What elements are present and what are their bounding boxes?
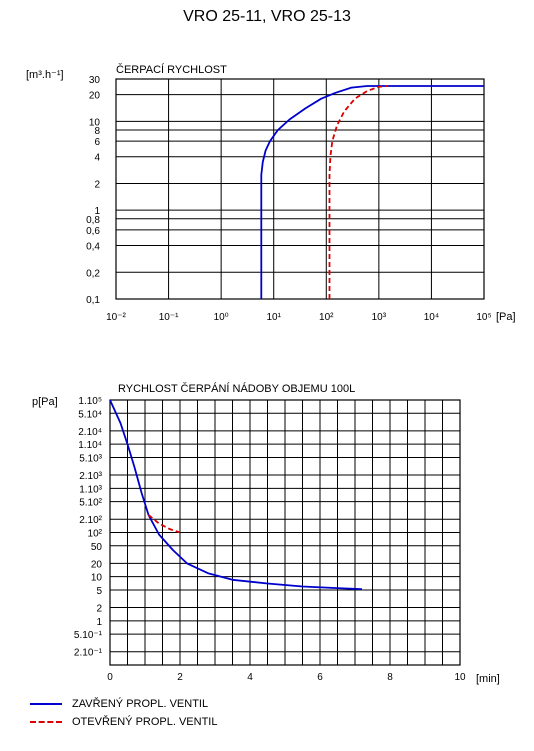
series-line-closed-valve — [260, 85, 484, 299]
y-tick-label: 10 — [89, 117, 101, 128]
y-tick-label: 20 — [89, 91, 101, 102]
y-axis-label: [m³.h⁻¹] — [26, 69, 64, 81]
y-tick-label: 2.10⁻¹ — [74, 648, 103, 659]
y-tick-label: 2.10³ — [79, 471, 102, 482]
y-tick-label: 2 — [94, 179, 100, 190]
y-tick-label: 0,6 — [86, 226, 100, 237]
y-tick-label: 5.10² — [79, 498, 102, 509]
y-tick-label: 5 — [96, 586, 102, 597]
series-line-closed-valve — [109, 399, 363, 591]
x-tick-label: 0 — [107, 672, 113, 683]
x-tick-label: 4 — [247, 672, 253, 683]
series-line-open-valve — [328, 85, 389, 299]
page-title: VRO 25-11, VRO 25-13 — [183, 8, 351, 25]
y-tick-label: 4 — [94, 153, 100, 164]
y-tick-label: 10 — [91, 573, 103, 584]
y-tick-label: 5.10³ — [79, 453, 102, 464]
legend-swatch-dashed — [30, 721, 62, 723]
plot-frame — [115, 78, 485, 300]
y-tick-label: 2.10⁴ — [78, 427, 102, 438]
x-tick-label: 6 — [317, 672, 323, 683]
chart-title: ČERPACÍ RYCHLOST — [116, 63, 227, 76]
series-line-open-valve — [147, 514, 181, 534]
y-tick-label: 1.10⁴ — [78, 440, 102, 451]
y-tick-label: 1.10³ — [79, 484, 102, 495]
x-tick-label: 10 — [454, 672, 466, 683]
x-tick-label: 10⁻¹ — [159, 312, 179, 323]
x-tick-label: 10⁵ — [476, 312, 491, 323]
y-tick-label: 30 — [89, 75, 101, 86]
legend-label: OTEVŘENÝ PROPL. VENTIL — [72, 716, 218, 728]
y-tick-label: 0,1 — [86, 295, 100, 306]
x-tick-label: 8 — [387, 672, 393, 683]
x-tick-label: 10² — [319, 312, 334, 323]
y-tick-label: 2 — [96, 604, 102, 615]
legend-swatch-solid — [30, 703, 62, 705]
y-tick-label: 2.10² — [79, 515, 102, 526]
y-tick-label: 0,4 — [86, 242, 100, 253]
y-tick-label: 1 — [94, 206, 100, 217]
legend-item-closed-valve: ZAVŘENÝ PROPL. VENTIL — [30, 698, 208, 710]
y-tick-label: 50 — [91, 542, 103, 553]
y-tick-label: 8 — [94, 126, 100, 137]
y-tick-label: 0,8 — [86, 215, 100, 226]
y-tick-label: 1.10⁵ — [78, 396, 102, 407]
x-tick-label: 10¹ — [266, 312, 281, 323]
x-axis-label: [Pa] — [496, 311, 516, 323]
y-tick-label: 5.10⁴ — [78, 409, 102, 420]
x-tick-label: 2 — [177, 672, 183, 683]
y-tick-label: 20 — [91, 559, 103, 570]
x-tick-label: 10⁻² — [106, 312, 126, 323]
x-tick-label: 10⁴ — [424, 312, 439, 323]
plot-frame — [109, 399, 461, 666]
y-tick-label: 5.10⁻¹ — [74, 630, 103, 641]
x-axis-label: [min] — [476, 673, 500, 685]
y-axis-label: p[Pa] — [32, 396, 58, 408]
y-tick-label: 10² — [88, 529, 103, 540]
y-tick-label: 6 — [94, 137, 100, 148]
legend-label: ZAVŘENÝ PROPL. VENTIL — [72, 698, 209, 710]
legend-item-open-valve: OTEVŘENÝ PROPL. VENTIL — [30, 716, 217, 728]
chart-title: RYCHLOST ČERPÁNÍ NÁDOBY OBJEMU 100L — [118, 382, 355, 395]
x-tick-label: 10³ — [372, 312, 387, 323]
y-tick-label: 1 — [96, 617, 102, 628]
x-tick-label: 10⁰ — [214, 312, 229, 323]
vessel-pumpdown-plot: 1.10⁵ 5.10⁴ 2.10⁴ 1.10⁴ 5.10³ 2.10³ 1.10³ 5.10²… — [32, 382, 500, 685]
y-tick-label: 0,2 — [86, 268, 100, 279]
